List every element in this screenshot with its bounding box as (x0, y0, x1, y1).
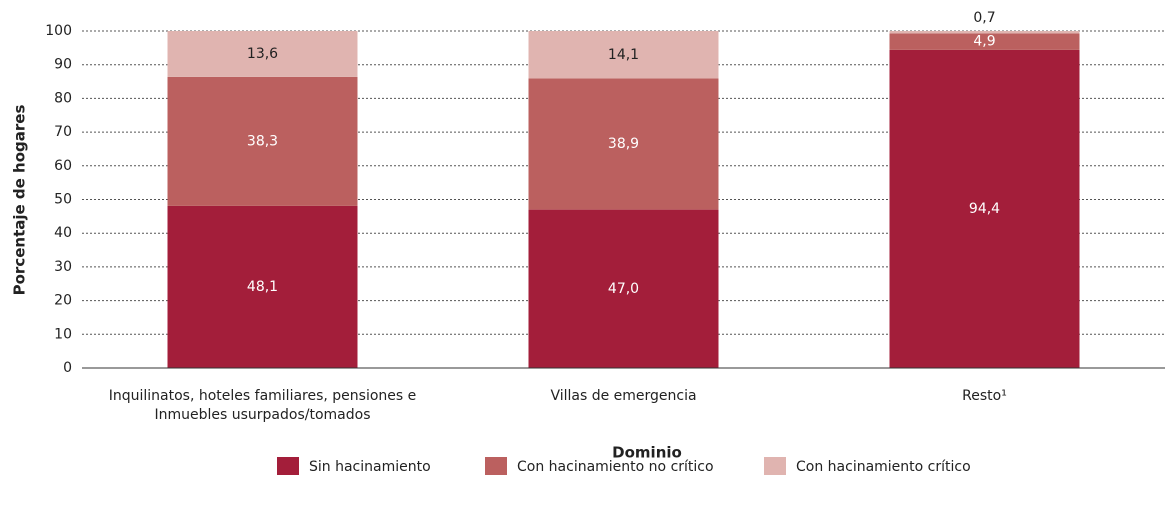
legend-swatch (485, 457, 507, 475)
y-tick-label: 70 (54, 124, 72, 140)
y-axis-title: Porcentaje de hogares (11, 105, 29, 296)
data-label: 48,1 (247, 279, 278, 295)
bar-segment (528, 31, 719, 79)
legend-swatch (277, 457, 299, 475)
data-label: 94,4 (969, 201, 1000, 217)
y-tick-label: 100 (45, 23, 72, 39)
bar-segment (528, 209, 719, 368)
y-tick-label: 0 (63, 360, 72, 376)
y-tick-label: 30 (54, 259, 72, 275)
data-label: 38,3 (247, 133, 278, 149)
bar-segment (889, 33, 1080, 50)
legend-swatch (764, 457, 786, 475)
bar-segment (889, 49, 1080, 368)
x-tick-label: Villas de emergencia (550, 388, 697, 404)
data-label: 47,0 (608, 281, 639, 297)
x-tick-label: Resto¹ (962, 388, 1007, 404)
data-label: 13,6 (247, 46, 278, 62)
y-tick-label: 50 (54, 192, 72, 208)
bar-segment (889, 31, 1080, 34)
bar-segment (528, 78, 719, 210)
legend-label: Con hacinamiento no crítico (517, 459, 714, 475)
y-tick-label: 80 (54, 90, 72, 106)
bar-segment (167, 31, 358, 77)
bar-segment (167, 76, 358, 206)
data-label: 4,9 (973, 34, 995, 50)
legend-label: Sin hacinamiento (309, 459, 431, 475)
legend-label: Con hacinamiento crítico (796, 459, 971, 475)
y-tick-label: 40 (54, 225, 72, 241)
data-label: 38,9 (608, 136, 639, 152)
x-axis-title: Dominio (612, 444, 682, 462)
y-tick-label: 90 (54, 57, 72, 73)
data-label: 14,1 (608, 47, 639, 63)
y-tick-label: 60 (54, 158, 72, 174)
x-tick-label: Inquilinatos, hoteles familiares, pensio… (108, 388, 417, 423)
bar-segment (167, 205, 358, 368)
data-label: 0,7 (973, 10, 995, 26)
y-tick-label: 20 (54, 293, 72, 309)
y-tick-label: 10 (54, 326, 72, 342)
